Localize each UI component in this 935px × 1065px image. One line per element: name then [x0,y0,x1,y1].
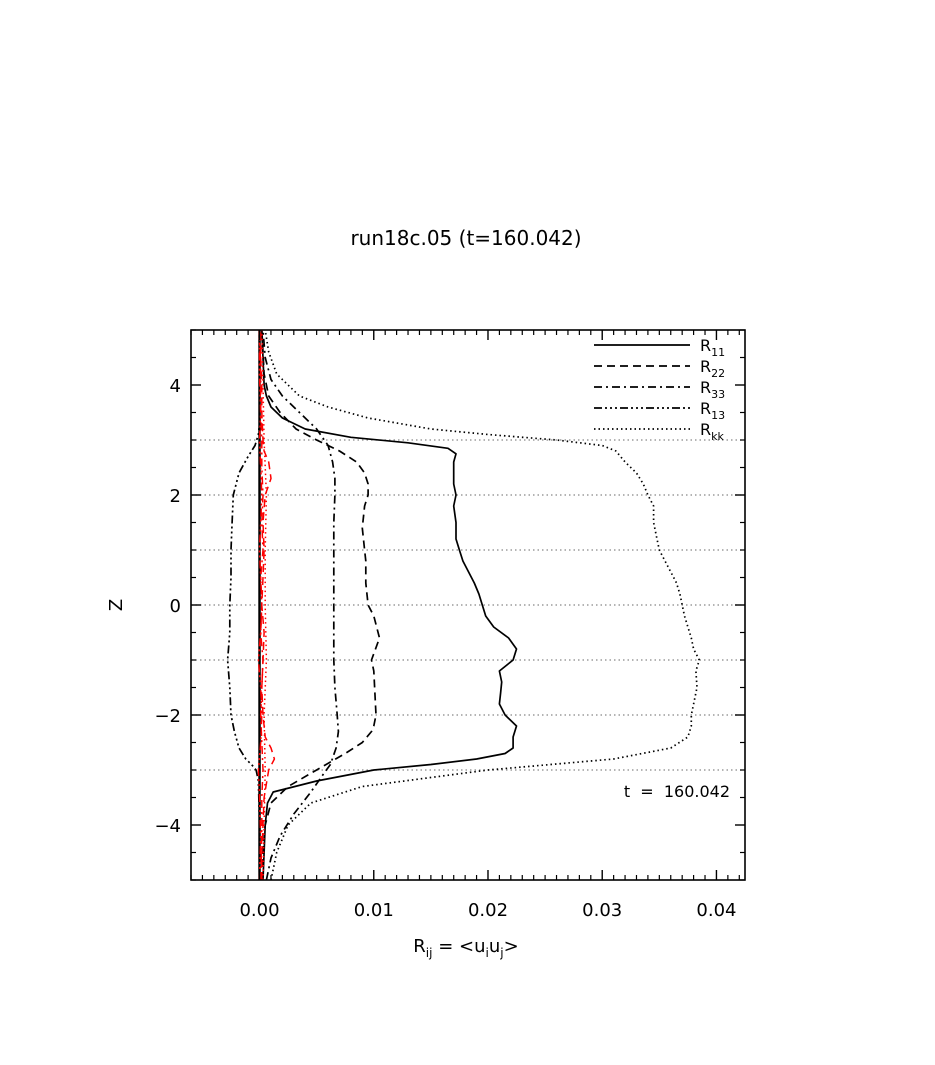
series-line-red [257,330,263,881]
series-line-red [258,329,264,881]
x-label-eq: = [432,936,459,957]
x-label-s2: j [499,946,503,960]
series-line-r13 [226,330,261,880]
series-line-r11 [260,329,518,881]
y-tick-label: 0 [170,596,181,617]
x-tick-label: 0.01 [354,900,394,921]
legend-label: R11 [700,336,725,359]
y-tick-label: −4 [154,816,181,837]
series-line-r22 [260,329,381,881]
x-label-close: > [504,936,519,957]
plot-frame [190,329,746,881]
legend-label: Rkk [700,420,724,443]
x-tick-labels: 0.00 0.01 0.02 0.03 0.04 [239,900,736,921]
x-label-u1: u [474,936,485,957]
grid-lines [191,439,745,771]
y-tick-label: 2 [170,486,181,507]
x-label-base: R [413,936,426,957]
x-label-u2: u [489,936,500,957]
series-group [226,329,701,881]
legend-label: R33 [700,378,725,401]
axis-ticks [190,329,745,881]
y-axis-label: Z [106,599,127,611]
x-axis-label: Rij = <uiuj> [413,936,518,960]
x-tick-label: 0.00 [239,900,279,921]
legend-label: R22 [700,357,725,380]
y-tick-label: −2 [154,706,181,727]
x-tick-label: 0.02 [468,900,508,921]
series-line-rkk [264,329,701,881]
legend-label: R13 [700,399,725,422]
series-line-r33 [262,329,340,881]
x-label-sub: ij [426,946,433,960]
series-line-red [261,329,268,881]
y-tick-label: 4 [170,376,181,397]
y-tick-labels: −4 −2 0 2 4 [154,376,181,837]
x-label-open: < [459,936,474,957]
x-tick-label: 0.04 [696,900,736,921]
x-tick-label: 0.03 [582,900,622,921]
time-annotation: t = 160.042 [624,782,730,801]
x-label-s1: i [486,946,489,960]
chart-title: run18c.05 (t=160.042) [350,226,581,250]
